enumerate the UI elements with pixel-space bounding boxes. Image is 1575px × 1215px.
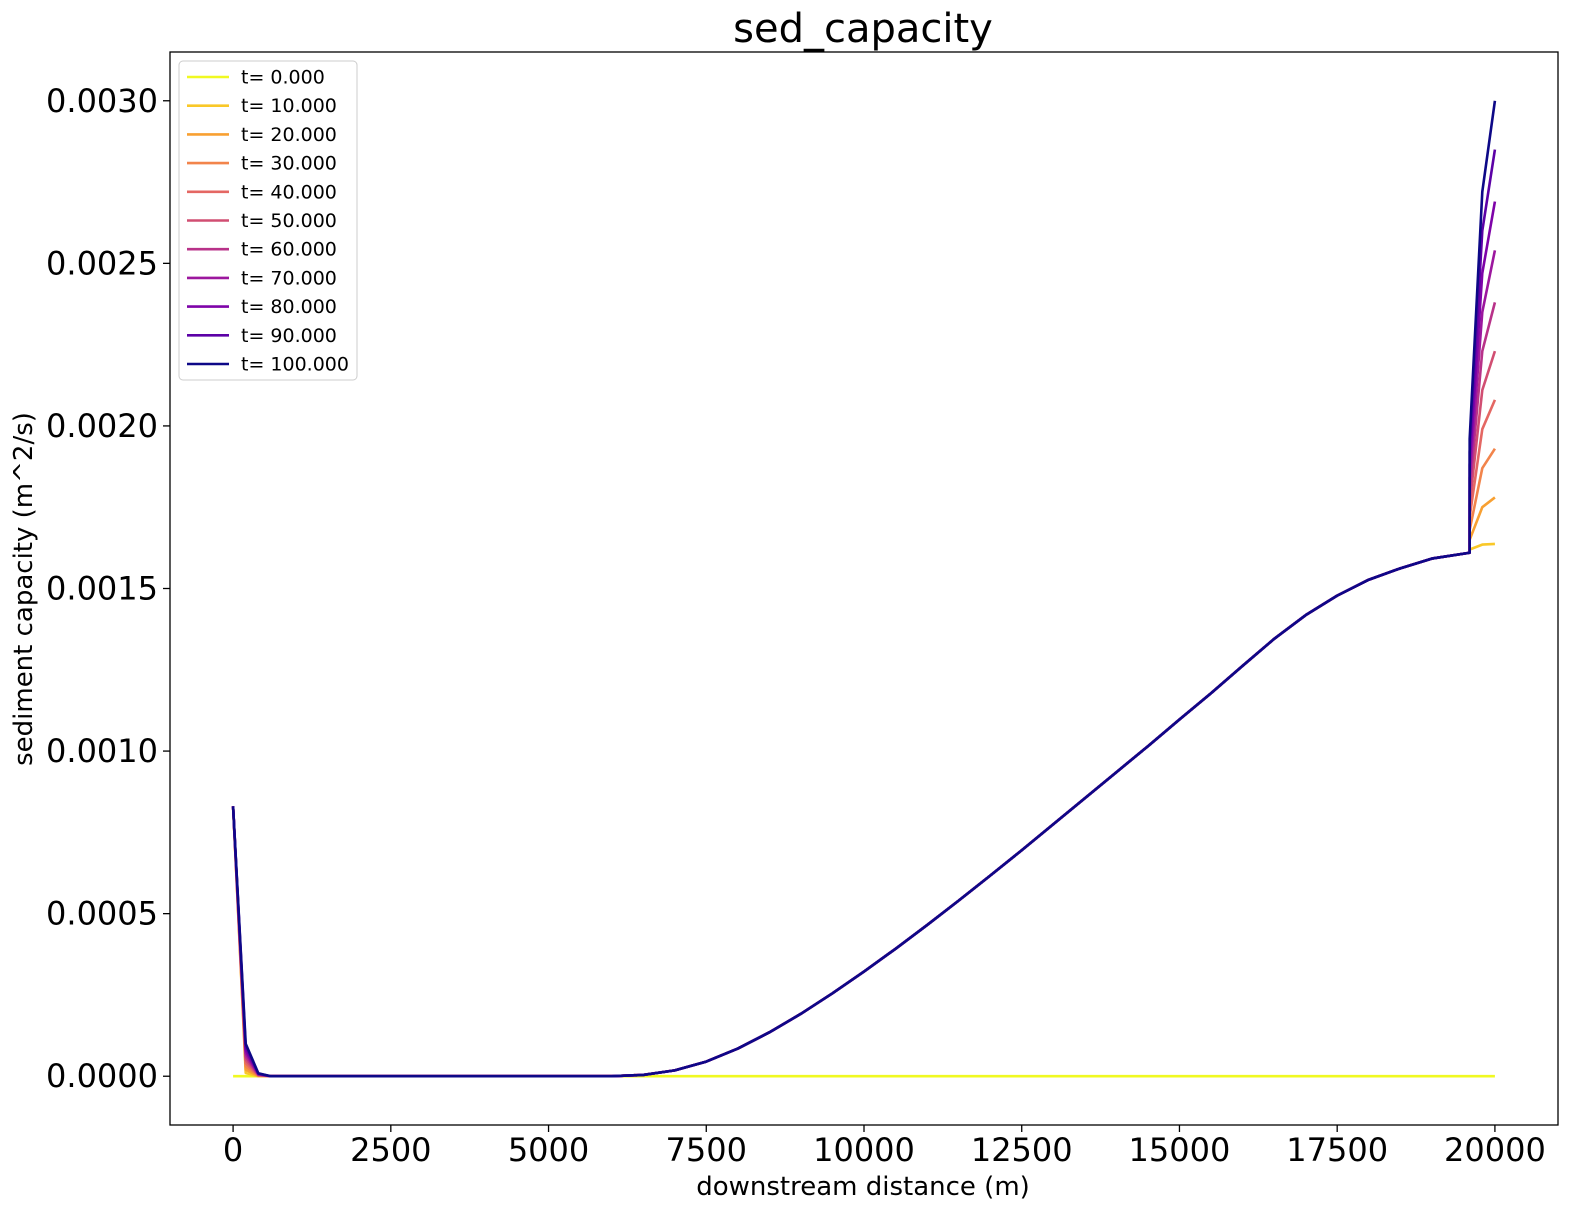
legend-label: t= 70.000 — [241, 267, 337, 289]
series-line — [231, 302, 1497, 1078]
y-tick-label: 0.0025 — [46, 244, 158, 282]
x-tick-label: 7500 — [666, 1131, 747, 1169]
x-axis-label: downstream distance (m) — [696, 1172, 1030, 1202]
legend-label: t= 0.000 — [241, 67, 325, 89]
x-tick-label: 12500 — [971, 1131, 1073, 1169]
series-line — [231, 447, 1497, 1078]
chart-title: sed_capacity — [733, 6, 993, 52]
legend-label: t= 20.000 — [241, 124, 337, 146]
y-tick-label: 0.0030 — [46, 82, 158, 120]
y-axis-label: sediment capacity (m^2/s) — [9, 412, 39, 766]
plot-lines — [231, 100, 1497, 1078]
series-line — [231, 100, 1497, 1078]
x-axis-ticks: 0 2500 5000 7500 10000 12500 15000 17500 20000 — [223, 1125, 1546, 1169]
series-line — [231, 250, 1497, 1078]
y-tick-label: 0.0010 — [46, 732, 158, 770]
x-tick-label: 15000 — [1129, 1131, 1231, 1169]
y-axis-ticks: 0.0000 0.0005 0.0010 0.0015 0.0020 0.0025 0.00… — [46, 82, 170, 1095]
series-line — [231, 350, 1497, 1078]
x-tick-label: 17500 — [1286, 1131, 1388, 1169]
series-line — [231, 149, 1497, 1078]
y-tick-label: 0.0005 — [46, 895, 158, 933]
x-tick-label: 5000 — [508, 1131, 589, 1169]
legend-frame — [178, 60, 358, 381]
legend: t= 0.000 t= 10.000 t= 20.000 t= 30.000 t= 40… — [178, 60, 358, 381]
legend-label: t= 100.000 — [241, 354, 349, 376]
x-tick-label: 2500 — [350, 1131, 431, 1169]
x-tick-label: 0 — [223, 1131, 243, 1169]
series-line — [231, 496, 1496, 1078]
y-tick-label: 0.0015 — [46, 570, 158, 608]
legend-label: t= 90.000 — [241, 325, 337, 347]
legend-label: t= 10.000 — [241, 95, 337, 117]
y-tick-label: 0.0020 — [46, 407, 158, 445]
series-line — [231, 201, 1497, 1078]
series-line — [231, 399, 1497, 1078]
x-tick-label: 10000 — [813, 1131, 915, 1169]
legend-label: t= 40.000 — [241, 181, 337, 203]
series-line — [231, 542, 1495, 1078]
legend-items: t= 0.000 t= 10.000 t= 20.000 t= 30.000 t= 40… — [187, 67, 349, 376]
legend-label: t= 80.000 — [241, 296, 337, 318]
x-tick-label: 20000 — [1444, 1131, 1546, 1169]
legend-label: t= 60.000 — [241, 239, 337, 261]
y-tick-label: 0.0000 — [46, 1057, 158, 1095]
legend-label: t= 50.000 — [241, 210, 337, 232]
legend-label: t= 30.000 — [241, 153, 337, 175]
